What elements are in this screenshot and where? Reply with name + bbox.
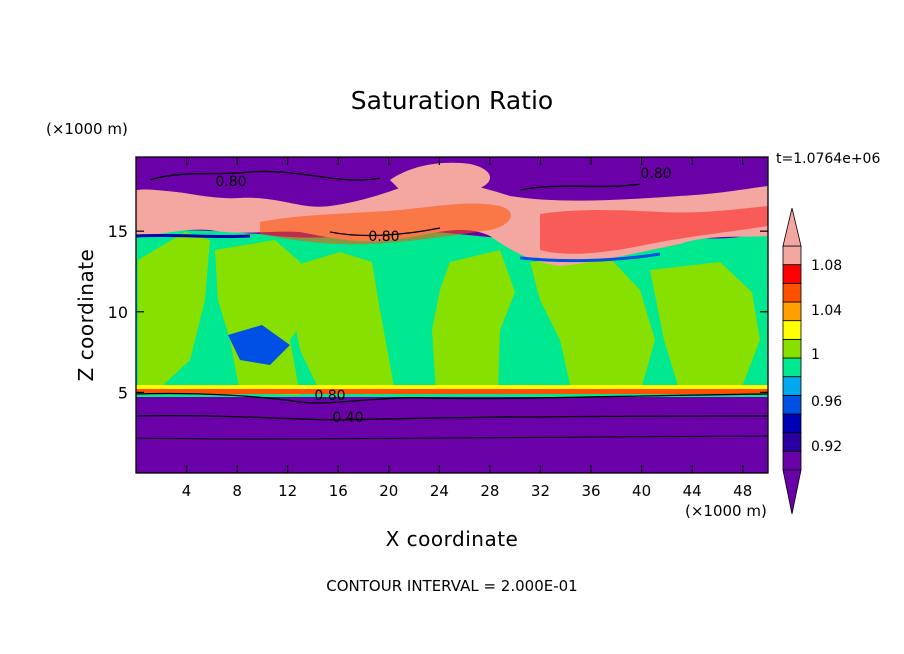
x-tick-label: 28 xyxy=(480,482,499,500)
cloud-base-layer xyxy=(136,385,768,391)
x-tick-label: 20 xyxy=(379,482,398,500)
x-tick-label: 32 xyxy=(531,482,550,500)
supersaturation-patch xyxy=(138,232,210,388)
contour-line xyxy=(136,414,768,421)
contour-edge xyxy=(136,233,251,239)
subsaturated-pocket xyxy=(228,325,290,365)
supersaturation-patch xyxy=(432,250,515,393)
x-tick-label: 16 xyxy=(329,482,348,500)
contour-line xyxy=(136,435,768,440)
colorbar-extend-low xyxy=(782,469,802,515)
heatmap-field xyxy=(136,157,768,473)
contour-label: 0.80 xyxy=(314,388,345,404)
colorbar-label: 1.04 xyxy=(811,303,842,319)
x-tick-label: 48 xyxy=(733,482,752,500)
colorbar-swatch xyxy=(782,245,802,266)
colorbar-label: 0.96 xyxy=(811,394,842,410)
colorbar-swatch xyxy=(782,413,802,434)
contour-label: 0.80 xyxy=(215,174,246,190)
colorbar-label: 0.92 xyxy=(811,439,842,455)
upper-dry-region xyxy=(136,157,768,197)
colorbar-swatch xyxy=(782,450,802,471)
contour-line xyxy=(136,392,768,404)
colorbar-swatch xyxy=(782,376,802,396)
x-tick-label: 24 xyxy=(430,482,449,500)
contour-label: 0.80 xyxy=(368,229,399,245)
colorbar-swatch xyxy=(782,394,802,415)
contour-interval-note: CONTOUR INTERVAL = 2.000E-01 xyxy=(326,577,578,595)
chart-title: Saturation Ratio xyxy=(350,86,554,115)
colorbar-swatch xyxy=(782,320,802,340)
x-tick-label: 8 xyxy=(232,482,242,500)
x-axis-ticks: 4 8 12 16 20 24 28 32 36 40 44 48 xyxy=(182,157,752,500)
contour-line xyxy=(329,227,441,237)
y-tick-label: 5 xyxy=(118,383,128,402)
colorbar-swatch xyxy=(782,338,802,359)
high-supersaturation-band xyxy=(540,206,768,254)
contour-line xyxy=(149,170,641,191)
colorbar-swatch xyxy=(782,301,802,322)
y-tick-label: 10 xyxy=(108,303,128,322)
y-axis-unit: (×1000 m) xyxy=(46,120,128,138)
high-supersaturation-band xyxy=(260,203,511,245)
cloud-base-layer xyxy=(136,389,768,394)
x-tick-label: 12 xyxy=(278,482,297,500)
supersaturation-patch xyxy=(530,258,655,393)
supersaturation-patch xyxy=(650,262,760,392)
contour-edge xyxy=(519,252,661,263)
y-axis-ticks: 5 10 15 xyxy=(108,222,768,402)
x-axis-unit: (×1000 m) xyxy=(685,502,767,520)
supersaturation-patch xyxy=(280,252,395,392)
contour-label: 0.80 xyxy=(640,166,671,182)
x-tick-label: 4 xyxy=(182,482,192,500)
contour-label: 0.40 xyxy=(332,410,363,426)
x-tick-label: 40 xyxy=(632,482,651,500)
colorbar-label: 1.08 xyxy=(811,258,842,274)
colorbar-swatch xyxy=(782,432,802,452)
x-axis-label: X coordinate xyxy=(385,527,519,551)
colorbar-swatch xyxy=(782,357,802,378)
y-tick-label: 15 xyxy=(108,222,128,241)
colorbar: 1.08 1.04 1 0.96 0.92 xyxy=(782,207,842,515)
contour-labels: 0.80 0.80 0.80 0.80 0.40 xyxy=(215,166,671,426)
plot-frame xyxy=(135,156,769,474)
colorbar-extend-high xyxy=(782,207,802,247)
x-tick-label: 36 xyxy=(581,482,600,500)
colorbar-label: 1 xyxy=(811,347,820,363)
x-tick-label: 44 xyxy=(683,482,702,500)
colorbar-swatch xyxy=(782,264,802,284)
ice-supersaturation-patch xyxy=(390,162,491,194)
time-label: t=1.0764e+06 xyxy=(776,151,881,167)
colorbar-swatch xyxy=(782,282,802,303)
